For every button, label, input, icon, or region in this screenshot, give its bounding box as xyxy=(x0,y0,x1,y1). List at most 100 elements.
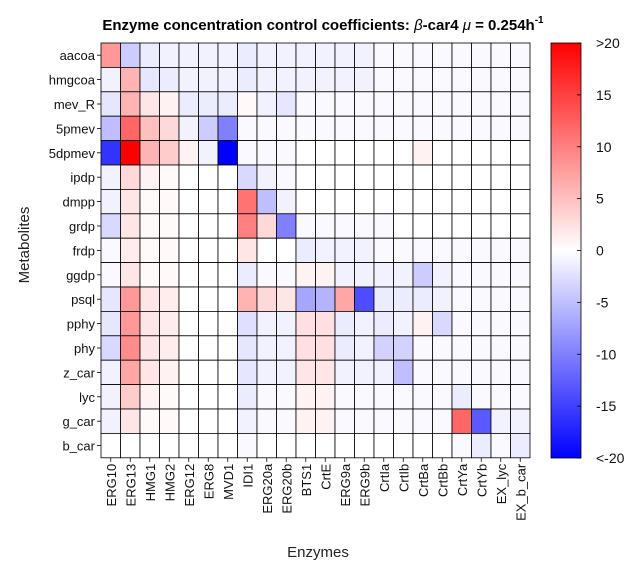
heatmap-cell xyxy=(178,262,199,288)
heatmap-cell xyxy=(315,237,336,263)
heatmap-cell xyxy=(159,164,180,190)
heatmap-cell xyxy=(373,359,394,386)
heatmap-cell xyxy=(295,286,316,312)
heatmap-cell xyxy=(139,408,160,434)
heatmap-cell xyxy=(139,42,160,68)
heatmap-cell xyxy=(100,359,121,386)
heatmap-cell xyxy=(256,237,277,263)
heatmap-cell xyxy=(139,432,160,459)
heatmap-cell xyxy=(139,310,160,337)
heatmap-cell xyxy=(315,310,336,337)
heatmap-cell xyxy=(139,213,160,239)
heatmap-cell xyxy=(490,164,511,190)
heatmap-cell xyxy=(510,432,531,459)
heatmap-cell xyxy=(373,408,394,434)
y-tick-label: pphy xyxy=(67,317,96,332)
heatmap-cell xyxy=(120,164,141,190)
heatmap-cell xyxy=(120,310,141,337)
y-tick-label: b_car xyxy=(62,439,95,454)
heatmap-cell xyxy=(354,188,375,215)
heatmap-cell xyxy=(178,140,199,166)
heatmap-cell xyxy=(276,67,297,93)
heatmap-cell xyxy=(217,432,238,459)
heatmap-cell xyxy=(159,408,180,434)
heatmap-cell xyxy=(334,359,355,386)
heatmap-cell xyxy=(139,164,160,190)
heatmap-cell xyxy=(100,335,121,361)
heatmap-cell xyxy=(217,140,238,166)
heatmap-cell xyxy=(432,140,453,166)
heatmap-cell xyxy=(393,91,414,117)
heatmap-cell xyxy=(276,164,297,190)
heatmap-cell xyxy=(510,188,531,215)
heatmap-cell xyxy=(256,262,277,288)
heatmap-cell xyxy=(315,91,336,117)
heatmap-cell xyxy=(315,262,336,288)
y-tick-label: aacoa xyxy=(60,48,96,63)
heatmap-cell xyxy=(295,164,316,190)
heatmap-cell xyxy=(198,140,219,166)
heatmap-cell xyxy=(100,164,121,190)
heatmap-cell xyxy=(373,67,394,93)
heatmap-cell xyxy=(354,213,375,239)
heatmap-cell xyxy=(217,262,238,288)
heatmap-cell xyxy=(315,408,336,434)
heatmap-cell xyxy=(451,384,472,410)
heatmap-cell xyxy=(412,91,433,117)
heatmap-cell xyxy=(178,188,199,215)
heatmap-cell xyxy=(393,164,414,190)
y-tick-label: mev_R xyxy=(54,97,95,112)
heatmap-cell xyxy=(354,384,375,410)
heatmap-cell xyxy=(471,384,492,410)
x-tick-label: CrtBa xyxy=(416,463,431,497)
heatmap-cell xyxy=(315,384,336,410)
heatmap-cell xyxy=(295,42,316,68)
heatmap-cell xyxy=(373,115,394,141)
heatmap-cell xyxy=(120,286,141,312)
x-tick-label: CrtYb xyxy=(474,464,489,497)
heatmap-cell xyxy=(334,262,355,288)
heatmap-cell xyxy=(100,67,121,93)
colorbar-tick-label: 10 xyxy=(596,139,612,155)
heatmap-cell xyxy=(510,140,531,166)
heatmap-cell xyxy=(256,384,277,410)
heatmap-cell xyxy=(393,432,414,459)
heatmap-cell xyxy=(373,91,394,117)
heatmap-cell xyxy=(490,286,511,312)
heatmap-cell xyxy=(159,42,180,68)
y-tick-label: lyc xyxy=(79,390,95,405)
heatmap-cell xyxy=(295,384,316,410)
heatmap-cell xyxy=(237,384,258,410)
heatmap-cell xyxy=(334,286,355,312)
y-axis-label: Metabolites xyxy=(16,207,33,284)
y-tick-label: z_car xyxy=(63,365,95,380)
heatmap-cell xyxy=(412,213,433,239)
heatmap-cell xyxy=(139,115,160,141)
colorbar-tick-label: 15 xyxy=(596,87,612,103)
heatmap-cell xyxy=(471,164,492,190)
heatmap-cell xyxy=(295,335,316,361)
heatmap-cell xyxy=(393,237,414,263)
heatmap-cell xyxy=(178,286,199,312)
heatmap-cell xyxy=(295,408,316,434)
heatmap-cell xyxy=(412,359,433,386)
heatmap-cell xyxy=(393,335,414,361)
heatmap-cell xyxy=(237,164,258,190)
heatmap-cell xyxy=(354,237,375,263)
heatmap-cell xyxy=(295,91,316,117)
heatmap-cell xyxy=(139,237,160,263)
heatmap-cell xyxy=(237,432,258,459)
heatmap-cell xyxy=(237,262,258,288)
x-tick-label: ERG20b xyxy=(279,464,294,514)
heatmap-cell xyxy=(100,262,121,288)
heatmap-cell xyxy=(334,237,355,263)
heatmap-cell xyxy=(315,188,336,215)
heatmap-cell xyxy=(334,115,355,141)
heatmap-cell xyxy=(120,115,141,141)
heatmap-cell xyxy=(471,286,492,312)
heatmap-cell xyxy=(198,286,219,312)
colorbar-tick-label: -15 xyxy=(596,398,616,414)
heatmap-cell xyxy=(159,262,180,288)
heatmap-cell xyxy=(237,188,258,215)
x-tick-label: CrtIb xyxy=(396,464,411,492)
